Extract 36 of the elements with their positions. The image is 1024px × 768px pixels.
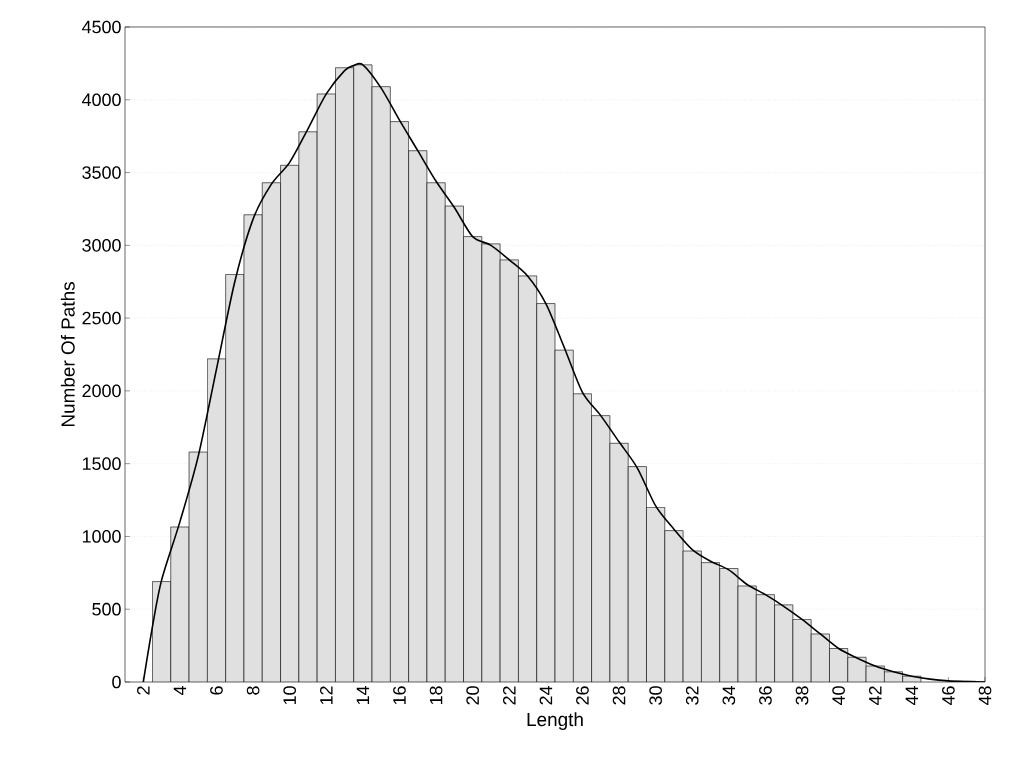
y-tick-label: 0 — [112, 675, 121, 689]
y-tick-label: 4000 — [81, 93, 121, 107]
x-tick-label: 22 — [502, 686, 516, 705]
y-tick-label: 2500 — [82, 311, 121, 325]
x-tick-label: 46 — [942, 686, 955, 706]
x-tick-label: 16 — [393, 686, 406, 705]
x-tick-label: 36 — [759, 686, 772, 705]
y-tick-label: 2000 — [82, 384, 121, 398]
x-tick-label: 48 — [978, 686, 992, 706]
y-tick-label: 3500 — [82, 166, 121, 179]
y-tick-label: 1500 — [82, 457, 121, 471]
x-tick-label: 44 — [905, 686, 918, 706]
x-tick-label: 30 — [649, 686, 662, 705]
x-tick-label: 6 — [210, 686, 223, 695]
y-axis-title: Number Of Paths — [60, 282, 75, 427]
y-tick-label: 3000 — [82, 238, 121, 252]
x-tick-label: 20 — [466, 686, 480, 705]
x-tick-label: 42 — [868, 686, 882, 706]
x-tick-label: 34 — [722, 686, 736, 705]
x-tick-label: 26 — [576, 686, 589, 705]
x-tick-label: 28 — [612, 686, 626, 705]
y-tick-label: 1000 — [82, 530, 121, 543]
x-tick-label: 32 — [685, 686, 699, 705]
x-tick-label: 24 — [539, 686, 553, 705]
x-axis-title: Length — [527, 712, 583, 730]
y-tick-label: 500 — [92, 602, 121, 616]
x-tick-label: 18 — [429, 686, 443, 705]
y-tick-label: 4500 — [81, 20, 121, 34]
x-tick-label: 14 — [356, 686, 370, 705]
x-tick-label: 10 — [283, 686, 297, 705]
x-tick-label: 38 — [795, 686, 809, 705]
x-tick-label: 8 — [246, 686, 260, 695]
x-tick-label: 40 — [832, 686, 845, 706]
x-tick-label: 12 — [320, 686, 333, 705]
x-tick-label: 4 — [173, 686, 187, 696]
x-tick-label: 2 — [137, 686, 150, 695]
